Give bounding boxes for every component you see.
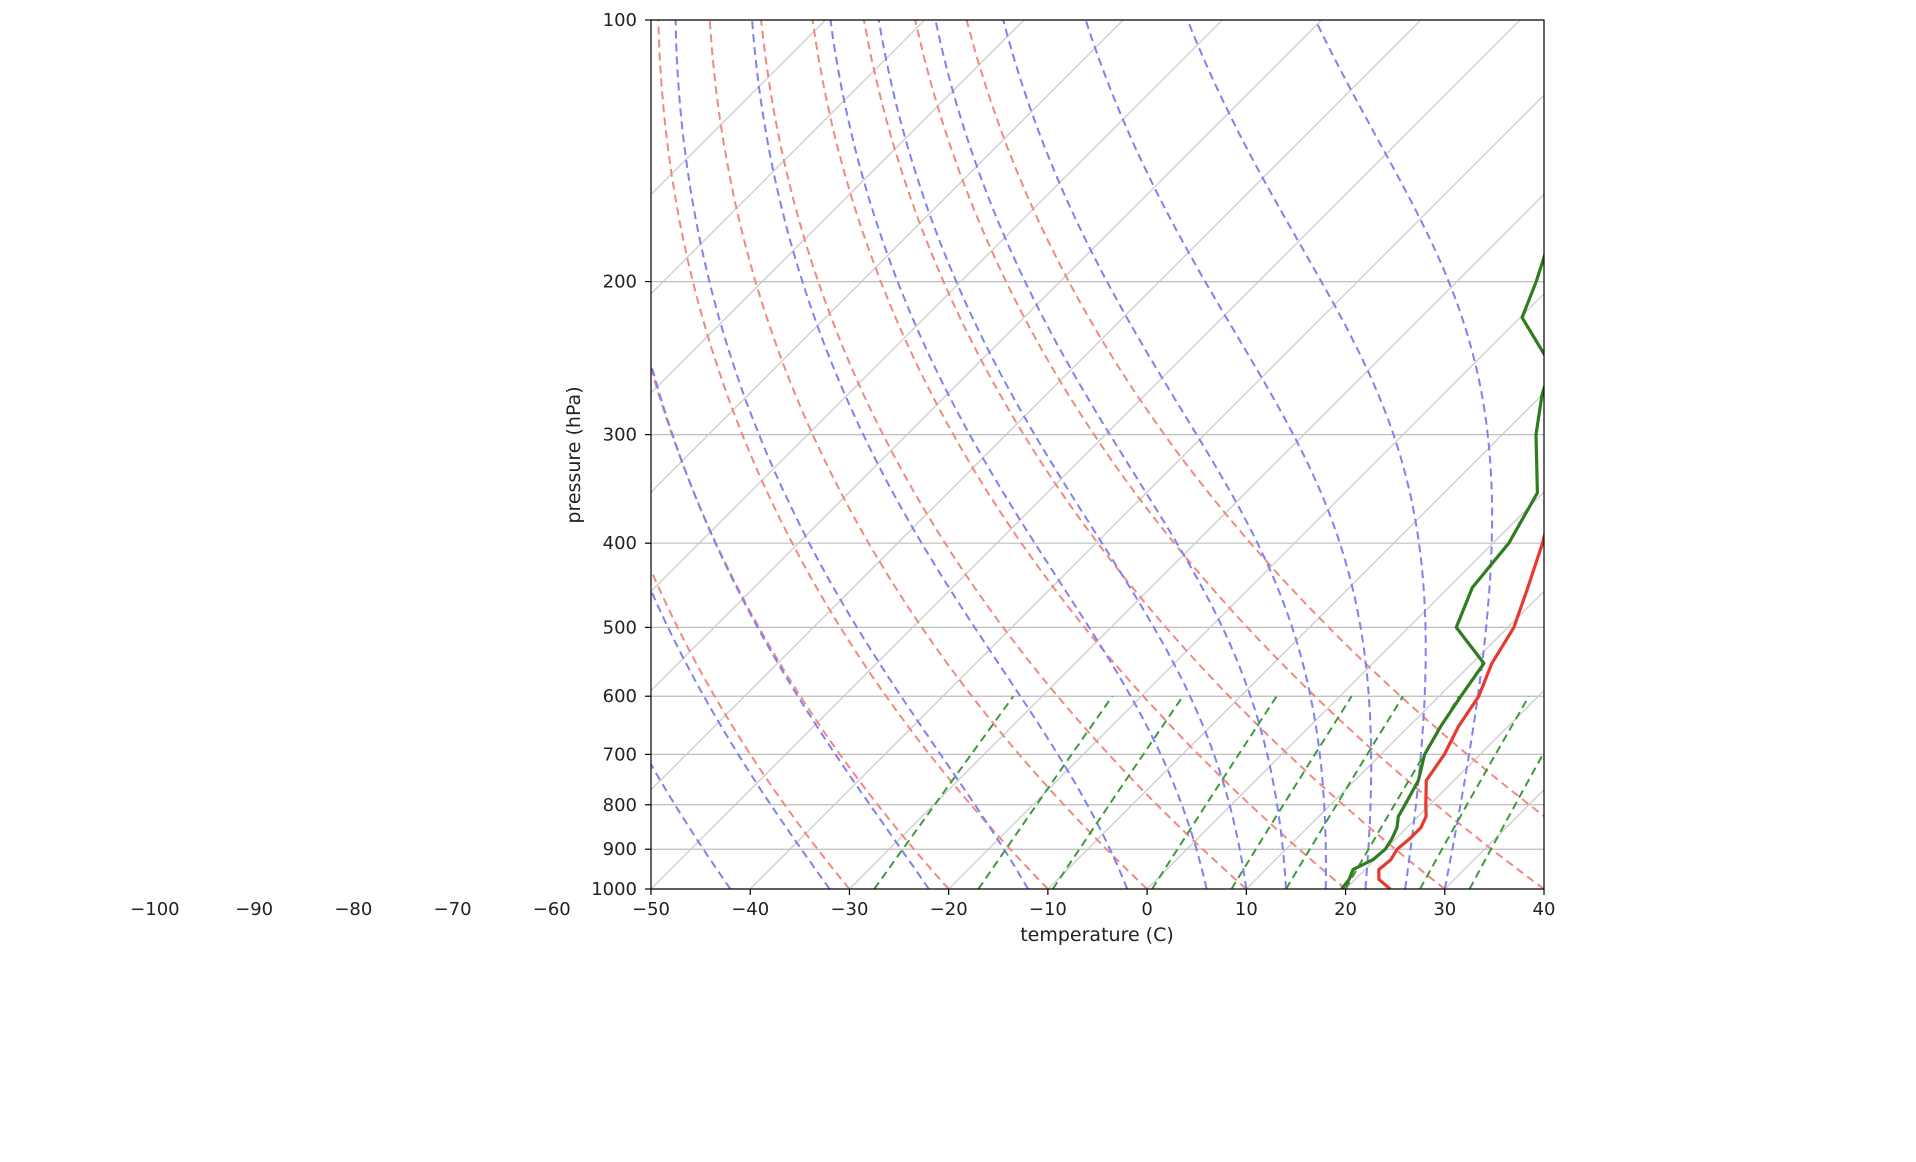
x-tick-label: 0	[1141, 899, 1152, 920]
isotherm-line	[651, 20, 1422, 791]
moist-adiabat-line	[651, 588, 831, 889]
isotherm-line	[651, 20, 1322, 692]
y-tick-label: 100	[603, 10, 637, 31]
moist-adiabat-line	[751, 20, 1129, 889]
mixing-ratio-line	[1285, 695, 1404, 889]
isotherm-line	[1146, 491, 1544, 889]
dry-adiabat-line	[708, 20, 1148, 889]
moist-adiabat-line	[934, 20, 1287, 889]
moist-adiabat-line	[674, 20, 1029, 889]
mixing-ratio-line	[1230, 695, 1353, 889]
dry-adiabat-line	[651, 567, 851, 889]
dry-adiabat-line	[651, 364, 950, 889]
x-tick-label: −50	[632, 899, 670, 920]
mixing-ratio-line	[1051, 695, 1184, 889]
x-axis: −100 −90 −80 −70 −60 −50 −40 −30 −20 −10 0 10 20 30 40	[130, 889, 1555, 920]
isotherm-line	[1345, 689, 1544, 889]
x-tick-label: −100	[130, 899, 179, 920]
dry-adiabat-line	[760, 20, 1247, 889]
plot-background	[651, 20, 1544, 889]
moist-adiabat-line	[1084, 20, 1373, 889]
plot-area	[651, 20, 1544, 889]
isotherm-line	[749, 94, 1544, 889]
isotherm-line	[651, 20, 926, 295]
dry-adiabat-line	[862, 20, 1446, 889]
mixing-ratio-line	[873, 695, 1015, 889]
x-tick-label: −60	[533, 899, 571, 920]
y-tick-label: 200	[603, 272, 637, 293]
y-tick-label: 900	[603, 839, 637, 860]
mixing-ratio-line	[1419, 695, 1530, 889]
sounding-series	[1340, 252, 1544, 889]
y-tick-label: 1000	[591, 879, 637, 900]
isotherm-line	[1245, 590, 1544, 889]
x-tick-label: −10	[1029, 899, 1067, 920]
x-tick-label: −30	[830, 899, 868, 920]
isotherm-line	[849, 193, 1544, 889]
x-tick-label: 30	[1433, 899, 1456, 920]
isotherm-line	[1047, 392, 1544, 889]
isotherm-line	[651, 20, 1223, 593]
mixing-ratio-line	[1468, 750, 1544, 889]
isotherm-line	[651, 20, 826, 196]
x-tick-label: 10	[1235, 899, 1258, 920]
x-tick-label: −20	[930, 899, 968, 920]
mixing-ratio-line	[977, 695, 1114, 889]
x-tick-label: −40	[731, 899, 769, 920]
plot-frame	[650, 19, 1545, 890]
y-axis: 100 200 300 400 500 600 700 800 900 1000	[591, 10, 651, 900]
isotherm-line	[651, 20, 1025, 394]
moist-adiabat-line	[1186, 20, 1427, 889]
isotherm-line	[1543, 888, 1544, 889]
x-tick-label: −90	[235, 899, 273, 920]
moist-adiabat-line	[1002, 20, 1327, 889]
y-tick-label: 500	[603, 617, 637, 638]
mixing-ratio-lines	[873, 695, 1544, 889]
dewpoint-series-line	[1340, 252, 1544, 889]
isotherm-line	[948, 292, 1544, 889]
y-tick-label: 600	[603, 686, 637, 707]
mixing-ratio-line	[1344, 695, 1460, 889]
isotherm-line	[651, 20, 1521, 889]
isotherm-lines	[651, 20, 1544, 889]
moist-adiabat-line	[829, 20, 1208, 889]
x-tick-label: −80	[334, 899, 372, 920]
y-tick-label: 400	[603, 533, 637, 554]
y-tick-label: 300	[603, 425, 637, 446]
y-axis-title: pressure (hPa)	[563, 386, 585, 523]
mixing-ratio-line	[1151, 695, 1278, 889]
x-tick-label: 20	[1334, 899, 1357, 920]
moist-adiabat-line	[877, 20, 1248, 889]
y-tick-label: 800	[603, 795, 637, 816]
x-axis-title: temperature (C)	[1020, 924, 1174, 946]
x-tick-label: 40	[1533, 899, 1556, 920]
isotherm-line	[651, 20, 1124, 493]
y-tick-label: 700	[603, 744, 637, 765]
x-tick-label: −70	[434, 899, 472, 920]
temperature-series-line	[1377, 530, 1544, 889]
dry-adiabat-line	[811, 20, 1347, 889]
